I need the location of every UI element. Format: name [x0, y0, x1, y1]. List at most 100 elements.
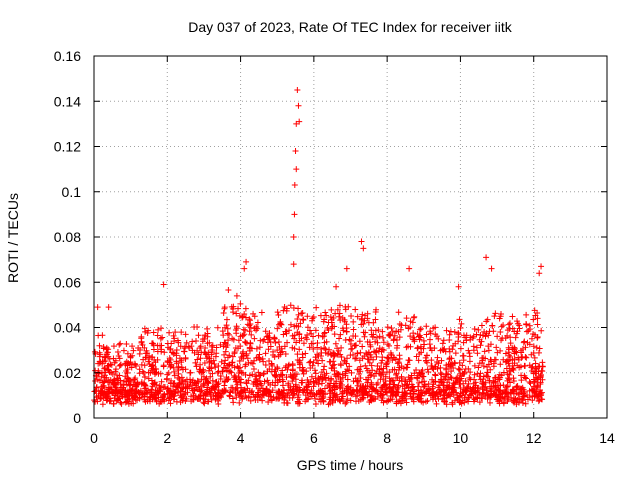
data-point	[330, 365, 337, 372]
data-point	[366, 388, 373, 395]
data-point	[529, 363, 536, 370]
data-point	[241, 310, 248, 317]
data-point	[462, 366, 469, 373]
data-point	[368, 379, 375, 386]
data-point	[234, 381, 241, 388]
data-point	[350, 318, 357, 325]
data-point	[267, 339, 274, 346]
data-point	[194, 347, 201, 354]
data-point	[209, 370, 216, 377]
data-point	[465, 394, 472, 401]
data-point	[298, 335, 305, 342]
data-point	[373, 353, 380, 360]
x-tick-label: 0	[90, 430, 98, 446]
x-tick-label: 2	[163, 430, 171, 446]
data-point	[515, 390, 522, 397]
data-point	[121, 390, 128, 397]
data-point	[109, 370, 116, 377]
data-point	[328, 376, 335, 383]
data-point	[463, 332, 470, 339]
data-point	[275, 395, 282, 402]
data-point	[349, 391, 356, 398]
data-point	[158, 378, 165, 385]
data-point	[149, 354, 156, 361]
data-point	[350, 351, 357, 358]
data-point	[450, 342, 457, 349]
data-point	[312, 401, 319, 408]
data-point	[339, 374, 346, 381]
axis-ticks	[93, 55, 608, 419]
data-point	[175, 384, 182, 391]
data-point	[393, 392, 400, 399]
data-point	[274, 347, 281, 354]
data-point	[337, 362, 344, 369]
data-point	[503, 386, 510, 393]
data-point	[472, 382, 479, 389]
data-point	[289, 332, 296, 339]
data-point	[246, 347, 253, 354]
data-point	[526, 341, 533, 348]
data-point	[261, 389, 268, 396]
data-point	[446, 355, 453, 362]
data-point	[466, 353, 473, 360]
data-point	[417, 325, 424, 332]
data-point	[409, 383, 416, 390]
data-point	[204, 325, 211, 332]
data-point	[293, 388, 300, 395]
data-point	[534, 321, 541, 328]
data-point	[465, 398, 472, 405]
y-tick-label: 0.12	[54, 139, 81, 155]
data-point	[246, 328, 253, 335]
data-point	[164, 385, 171, 392]
data-point	[457, 324, 464, 331]
data-point	[510, 390, 517, 397]
data-point	[307, 358, 314, 365]
data-point	[254, 319, 261, 326]
data-point	[418, 389, 425, 396]
x-tick-label: 8	[383, 430, 391, 446]
data-point	[325, 319, 332, 326]
data-point	[282, 328, 289, 335]
data-point	[403, 315, 410, 322]
data-point	[523, 375, 530, 382]
data-point	[99, 379, 106, 386]
data-point	[264, 368, 271, 375]
data-point	[300, 368, 307, 375]
data-point	[258, 309, 265, 316]
data-point	[424, 359, 431, 366]
data-point	[127, 359, 134, 366]
data-point	[362, 329, 369, 336]
data-point	[213, 350, 220, 357]
data-point	[465, 380, 472, 387]
data-point	[211, 386, 218, 393]
data-point	[310, 390, 317, 397]
data-point	[516, 398, 523, 405]
data-point	[302, 334, 309, 341]
data-point	[379, 357, 386, 364]
data-point	[433, 400, 440, 407]
data-point	[272, 372, 279, 379]
data-point-outlier	[293, 166, 300, 173]
data-point	[472, 389, 479, 396]
data-point	[122, 399, 129, 406]
data-point	[296, 387, 303, 394]
data-point	[377, 376, 384, 383]
data-point	[502, 359, 509, 366]
data-point	[514, 320, 521, 327]
data-point	[302, 350, 309, 357]
data-point	[215, 401, 222, 408]
data-point	[362, 385, 369, 392]
data-point	[200, 382, 207, 389]
data-point	[204, 384, 211, 391]
data-point	[221, 377, 228, 384]
data-point	[220, 343, 227, 350]
data-point	[380, 339, 387, 346]
data-point	[320, 394, 327, 401]
data-point	[476, 336, 483, 343]
data-point	[441, 395, 448, 402]
data-point	[299, 354, 306, 361]
data-point	[212, 392, 219, 399]
data-point	[510, 367, 517, 374]
data-point	[462, 377, 469, 384]
data-point	[285, 380, 292, 387]
